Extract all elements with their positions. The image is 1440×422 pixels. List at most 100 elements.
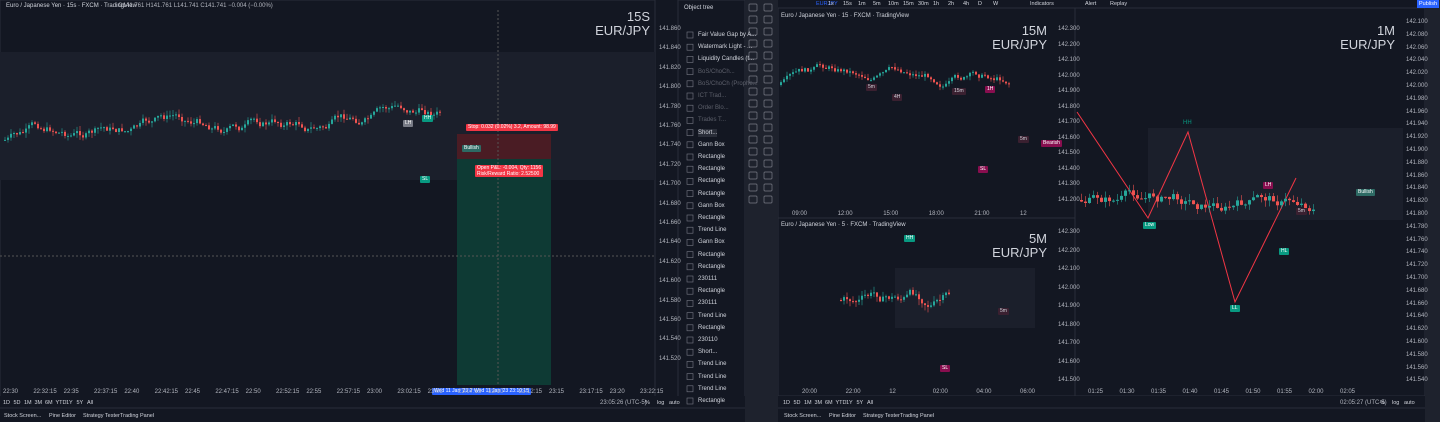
timeframe[interactable]: 2h <box>948 1 955 7</box>
tree-item[interactable]: Liquidity Candles (t... <box>698 56 755 63</box>
candle <box>268 122 270 125</box>
time-tick: 20:00 <box>802 389 818 395</box>
tree-item[interactable]: BoS/ChoCh... <box>698 68 735 75</box>
timeframe[interactable]: 15m <box>903 1 914 7</box>
indicators[interactable]: Indicators <box>1030 1 1054 7</box>
wm-sym: EUR/JPY <box>595 23 650 38</box>
range-button[interactable]: 3M <box>814 400 823 406</box>
range-button[interactable]: YTD <box>835 400 847 406</box>
bottom-tab[interactable]: Stock Screen... <box>784 413 822 419</box>
bottom-tab[interactable]: Trading Panel <box>120 413 155 419</box>
candle <box>885 69 887 73</box>
tree-item[interactable]: Rectangle <box>698 154 726 160</box>
candle <box>846 69 848 73</box>
timeframe[interactable]: 10m <box>888 1 899 7</box>
range-button[interactable]: 5Y <box>856 400 864 406</box>
timeframe[interactable]: 1s <box>828 1 834 7</box>
item-icon <box>686 226 694 234</box>
tree-item[interactable]: Rectangle <box>698 324 726 331</box>
candle <box>433 114 435 116</box>
candle <box>34 122 36 124</box>
tree-item[interactable]: Rectangle <box>698 215 726 221</box>
tree-item[interactable]: 230111 <box>698 300 718 307</box>
label: 5m <box>866 84 877 91</box>
tree-item[interactable]: Gann Box <box>698 202 725 209</box>
range-button[interactable]: 5D <box>13 400 21 406</box>
range-button[interactable]: 6M <box>45 400 53 406</box>
candle <box>241 127 243 131</box>
tree-item[interactable]: Rectangle <box>698 263 726 270</box>
bottom-tab[interactable]: Stock Screen... <box>4 413 42 419</box>
tree-item[interactable]: Trades T... <box>698 117 727 124</box>
price-tick: 141.760 <box>659 123 681 129</box>
bottom-tab[interactable]: Pine Editor <box>829 413 856 419</box>
axis-option[interactable]: % <box>645 400 650 406</box>
tree-item[interactable]: Trend Line <box>698 227 727 234</box>
axis-option[interactable]: % <box>1380 400 1385 406</box>
tree-item[interactable]: BoS/ChoCh (Prophe... <box>698 80 758 87</box>
range-button[interactable]: 6M <box>825 400 833 406</box>
axis-option[interactable]: log <box>1392 400 1400 406</box>
range-button[interactable]: 1Y <box>66 400 73 406</box>
range-button[interactable]: All <box>867 400 874 406</box>
price-tick: 141.820 <box>659 64 681 71</box>
clock: 02:05:27 (UTC-5) <box>1340 400 1387 406</box>
tree-item[interactable]: Rectangle <box>698 398 726 404</box>
tree-item[interactable]: Fair Value Gap by A... <box>698 32 757 38</box>
tree-item[interactable]: Watermark Light - ... <box>698 44 753 51</box>
tree-item[interactable]: Gann Box <box>698 141 725 148</box>
candle <box>912 289 914 295</box>
timeframe[interactable]: 1h <box>933 1 940 7</box>
tree-item[interactable]: Trend Line <box>698 312 727 319</box>
range-button[interactable]: 1M <box>804 400 812 406</box>
tree-item[interactable]: 230110 <box>698 337 718 343</box>
timeframe[interactable]: 15s <box>843 1 852 7</box>
tree-item[interactable]: Trend Line <box>698 373 727 380</box>
timeframe[interactable]: 30m <box>918 1 929 7</box>
tree-item[interactable]: Short... <box>698 128 718 137</box>
range-button[interactable]: 1M <box>24 400 32 406</box>
price-tick: 141.740 <box>1406 249 1428 256</box>
symbol[interactable]: EURJPY <box>816 1 838 7</box>
item-icon <box>686 190 694 197</box>
timeframe[interactable]: 5m <box>873 1 881 7</box>
timeframe[interactable]: 4h <box>963 1 970 7</box>
publish[interactable]: Publish <box>1417 0 1440 8</box>
timeframe[interactable]: D <box>978 1 982 7</box>
tree-item[interactable]: Order Blo... <box>698 105 729 112</box>
range-button[interactable]: All <box>87 400 94 406</box>
timeframe[interactable]: W <box>993 1 999 7</box>
range-button[interactable]: 5D <box>793 400 801 406</box>
candle <box>1240 200 1243 205</box>
tree-item[interactable]: Rectangle <box>698 251 726 258</box>
bottom-tab[interactable]: Strategy Tester <box>83 413 120 419</box>
price-tick: 142.100 <box>1406 19 1428 25</box>
tree-item[interactable]: Rectangle <box>698 190 726 197</box>
axis-option[interactable]: auto <box>669 400 680 406</box>
tree-item[interactable]: Rectangle <box>698 288 726 295</box>
tree-item[interactable]: Trend Line <box>698 385 727 392</box>
replay[interactable]: Replay <box>1110 1 1128 7</box>
bottom-tab[interactable]: Pine Editor <box>49 413 76 419</box>
bottom-tab[interactable]: Trading Panel <box>900 413 935 419</box>
tree-item[interactable]: Gann Box <box>698 239 725 246</box>
tree-item[interactable]: Short... <box>698 349 718 356</box>
bottom-tab[interactable]: Strategy Tester <box>863 413 900 419</box>
alert[interactable]: Alert <box>1085 1 1097 7</box>
range-button[interactable]: 1Y <box>846 400 853 406</box>
timeframe[interactable]: 1m <box>858 1 866 7</box>
tree-item[interactable]: Rectangle <box>698 178 726 185</box>
range-button[interactable]: 3M <box>34 400 43 406</box>
range-button[interactable]: 5Y <box>76 400 84 406</box>
tree-item[interactable]: Rectangle <box>698 166 726 173</box>
candle <box>936 299 938 302</box>
axis-option[interactable]: log <box>657 400 665 406</box>
range-button[interactable]: 1D <box>3 400 11 406</box>
tree-item[interactable]: Trend Line <box>698 361 727 368</box>
tree-item[interactable]: ICT Trad... <box>698 93 727 99</box>
tree-item[interactable]: 230111 <box>698 276 718 282</box>
axis-option[interactable]: auto <box>1404 400 1415 406</box>
price-tick: 141.800 <box>1058 321 1080 328</box>
range-button[interactable]: YTD <box>55 400 67 406</box>
range-button[interactable]: 1D <box>783 400 791 406</box>
